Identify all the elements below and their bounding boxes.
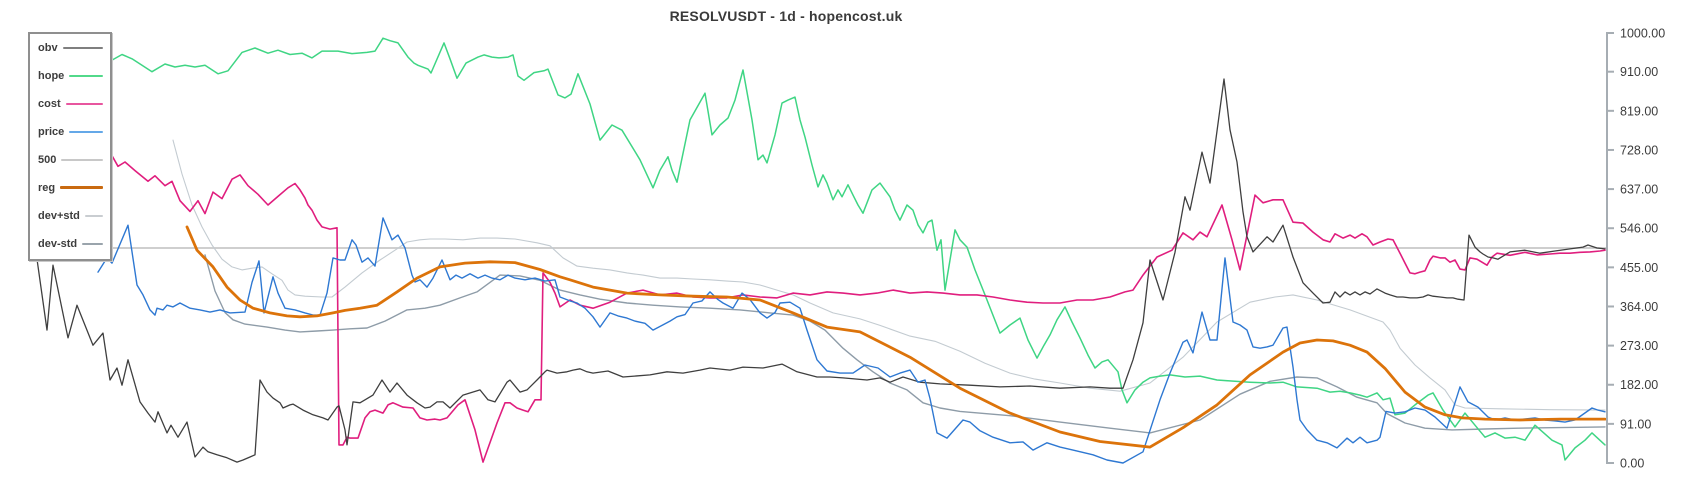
legend-line-swatch bbox=[61, 158, 103, 161]
legend-label: dev+std bbox=[38, 209, 80, 222]
legend-label: 500 bbox=[38, 153, 57, 166]
y-axis-label: 0.00 bbox=[1620, 457, 1644, 471]
y-axis-label: 819.00 bbox=[1620, 104, 1658, 118]
y-axis-label: 910.00 bbox=[1620, 65, 1658, 79]
series-line-dev-std bbox=[172, 139, 1606, 411]
legend-line-swatch bbox=[84, 214, 103, 217]
legend-line-swatch bbox=[65, 102, 103, 105]
legend-item-reg: reg bbox=[38, 181, 103, 194]
legend-label: cost bbox=[38, 97, 61, 110]
y-axis-label: 91.00 bbox=[1620, 417, 1651, 431]
legend-label: dev-std bbox=[38, 237, 78, 250]
y-axis-label: 637.00 bbox=[1620, 183, 1658, 197]
legend-item-500: 500 bbox=[38, 153, 103, 166]
legend-label: price bbox=[38, 125, 65, 138]
series-line-obv bbox=[36, 78, 1606, 463]
legend-item-dev-std: dev-std bbox=[38, 237, 103, 250]
legend-line-swatch bbox=[60, 186, 103, 189]
legend-label: hope bbox=[38, 69, 65, 82]
y-axis-label: 728.00 bbox=[1620, 143, 1658, 157]
y-axis-label: 273.00 bbox=[1620, 339, 1658, 353]
series-line-hope bbox=[111, 37, 1606, 461]
y-axis-label: 364.00 bbox=[1620, 300, 1658, 314]
y-axis-label: 546.00 bbox=[1620, 222, 1658, 236]
y-axis-label: 182.00 bbox=[1620, 378, 1658, 392]
legend-label: obv bbox=[38, 41, 58, 54]
legend-line-swatch bbox=[69, 130, 103, 133]
y-axis-label: 455.00 bbox=[1620, 261, 1658, 275]
chart-title: RESOLVUSDT - 1d - hopencost.uk bbox=[669, 8, 903, 24]
legend-line-swatch bbox=[62, 46, 103, 49]
series-line-reg bbox=[185, 225, 1607, 449]
legend-item-cost: cost bbox=[38, 97, 103, 110]
legend-label: reg bbox=[38, 181, 56, 194]
legend-item-obv: obv bbox=[38, 41, 103, 54]
legend-item-hope: hope bbox=[38, 69, 103, 82]
legend-item-price: price bbox=[38, 125, 103, 138]
legend-item-dev-std: dev+std bbox=[38, 209, 103, 222]
legend-box: obv hope cost price 500 reg dev+std dev-std bbox=[28, 32, 112, 261]
y-axis-label: 1000.00 bbox=[1620, 27, 1665, 41]
legend-line-swatch bbox=[69, 74, 103, 77]
legend-line-swatch bbox=[82, 242, 103, 245]
series-line-cost bbox=[109, 151, 1606, 463]
series-line-price bbox=[97, 217, 1606, 464]
series-line-dev-std bbox=[204, 254, 1606, 434]
